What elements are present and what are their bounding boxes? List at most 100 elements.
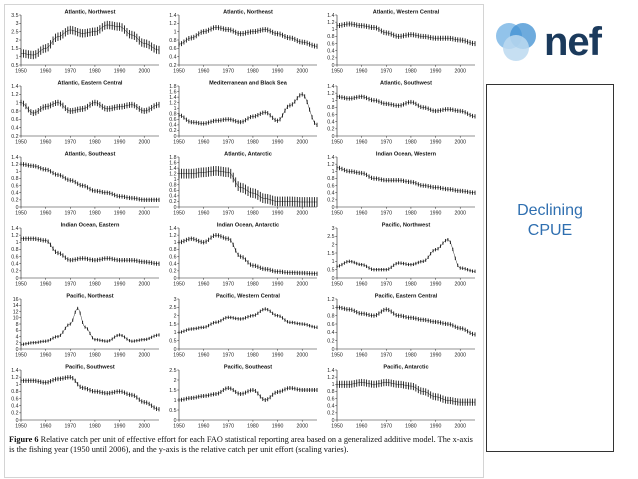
panel-mediterranean-and-black-sea: 0 0.2 0.4 0.6 0.8 1 1.2 1.4 1.6 1.8 1950 1960 1970 19… [165,78,319,147]
y-tick-label: 1.4 [11,226,18,232]
y-tick-label: 3 [174,297,177,303]
y-tick-label: 1.2 [169,233,176,239]
series-line [178,27,318,47]
x-tick-label: 1990 [430,140,442,146]
x-tick-label: 1980 [247,282,259,288]
series-line [337,382,475,403]
y-tick-label: 1.4 [11,155,18,161]
chart-pacific-antarctic: 00.20.4 0.60.811.21.4 1950 1960 1970 1980 1990… [327,365,476,430]
y-tick-label: 1.2 [169,100,176,106]
x-tick-label: 1950 [173,353,185,359]
y-tick-label: 0.6 [11,117,18,123]
x-tick-label: 1960 [356,424,368,430]
panel-title: Atlantic, Western Central [373,10,440,16]
x-tick-label: 1950 [173,424,185,430]
x-tick-label: 1970 [381,353,393,359]
y-tick-label: 12 [13,309,19,315]
y-tick-label: 0.8 [327,34,334,40]
x-tick-label: 1960 [40,69,52,75]
y-tick-label: 2 [332,242,335,248]
y-tick-label: 1.6 [169,160,176,166]
y-tick-label: 6 [16,328,19,334]
panel-atlantic-antarctic: 0 0.2 0.4 0.6 0.8 1 1.2 1.4 1.6 1.8 1950 1960 1970 19… [165,149,319,218]
side-text-line-2: CPUE [527,222,573,239]
x-tick-label: 1960 [356,140,368,146]
x-tick-label: 2000 [296,424,308,430]
y-tick-label: 0.4 [327,404,334,410]
panel-title: Pacific, Southeast [224,365,272,371]
y-tick-label: 1.2 [11,233,18,239]
x-tick-label: 2000 [454,211,466,217]
x-tick-label: 1990 [272,353,284,359]
x-tick-label: 1960 [40,282,52,288]
y-tick-label: 3 [332,226,335,232]
y-tick-label: 1 [174,330,177,336]
panel-atlantic-eastern-central: 0.2 0.4 0.6 0.8 1 1.2 1.4 1950 1960 1970 1980 1990 2… [7,78,161,147]
y-tick-label: 0.2 [169,128,176,134]
y-tick-label: 1.4 [169,226,176,232]
y-tick-label: 1.5 [11,46,18,52]
x-tick-label: 1960 [356,282,368,288]
series-line [336,239,476,272]
x-tick-label: 1980 [89,424,101,430]
y-tick-label: 2 [16,38,19,44]
x-tick-label: 1960 [40,140,52,146]
x-tick-label: 1970 [381,140,393,146]
y-tick-label: 1 [174,29,177,35]
x-tick-label: 2000 [138,140,150,146]
y-tick-label: 0.4 [11,262,18,268]
y-tick-label: 1 [16,169,19,175]
y-tick-label: 0.4 [169,262,176,268]
panel-atlantic-northeast: 0.2 0.4 0.6 0.8 1 1.2 1.4 1950 1960 1970 1980 1990 2… [165,7,319,76]
x-tick-label: 2000 [454,140,466,146]
y-tick-label: 1.2 [327,375,334,381]
series-line [20,308,160,345]
series-line [20,102,160,114]
x-tick-label: 2000 [296,140,308,146]
y-tick-label: 0.2 [327,338,334,344]
series-line [20,24,160,56]
chart-indian-ocean-western: 00.20.4 0.60.811.21.4 1950 1960 1970 1980 1990… [327,152,476,217]
x-tick-label: 1950 [331,211,343,217]
y-tick-label: 0 [16,418,19,424]
chart-atlantic-northwest: 0.5 1 1.5 2 2.5 3 3.5 1950 1960 1970 1980 1990 2000 A… [11,10,160,75]
caption-text: Relative catch per unit of effective eff… [9,435,473,455]
x-tick-label: 2000 [138,353,150,359]
panel-title: Pacific, Northwest [382,223,431,229]
x-tick-label: 2000 [454,69,466,75]
y-tick-label: 2 [174,378,177,384]
x-tick-label: 2000 [454,424,466,430]
y-tick-label: 1.4 [327,84,334,90]
panel-indian-ocean-eastern: 0 0.2 0.4 0.6 0.8 1 1.2 1.4 1950 1960 1970 1980 1990… [7,220,161,289]
y-tick-label: 1 [332,27,335,33]
panel-indian-ocean-antarctic: 0 0.2 0.4 0.6 0.8 1 1.2 1.4 1950 1960 1970 1980 1990… [165,220,319,289]
chart-atlantic-eastern-central: 0.2 0.4 0.6 0.8 1 1.2 1.4 1950 1960 1970 1980 1990 2… [11,81,160,146]
panel-pacific-northwest: 0 0.5 1 1.5 2 2.5 3 1950 1960 1970 1980 1990 2000 Pac… [323,220,477,289]
y-tick-label: 1 [174,240,177,246]
x-tick-label: 1980 [89,140,101,146]
y-tick-label: 0.2 [11,269,18,275]
panel-pacific-southeast: 0 0.5 1 1.5 2 2.5 1950 1960 1970 1980 1990 2000 Paci… [165,362,319,431]
series-line [178,94,318,126]
x-tick-label: 1980 [247,353,259,359]
panel-title: Pacific, Western Central [216,294,280,300]
panel-title: Indian Ocean, Antarctic [217,223,279,229]
chart-pacific-southwest: 00.20.4 0.60.811.21.4 1950 1960 1970 1980 1990… [11,365,160,430]
y-tick-label: 1.5 [169,388,176,394]
chart-pacific-western-central: 0 0.5 1 1.5 2 2.5 3 1950 1960 1970 1980 1990 2000 Pac… [169,294,318,359]
y-tick-label: 0.2 [327,56,334,62]
x-tick-label: 1980 [247,69,259,75]
panel-atlantic-western-central: 0 0.2 0.4 0.6 0.8 1 1.2 1.4 1950 1960 1970 1980 1990… [323,7,477,76]
y-tick-label: 1 [16,100,19,106]
x-tick-label: 1970 [223,69,235,75]
x-tick-label: 2000 [138,282,150,288]
y-tick-label: 1 [332,259,335,265]
series-line [20,163,159,201]
y-tick-label: 0.8 [169,112,176,118]
logo-text: nef [544,20,602,64]
y-tick-label: 3.5 [11,13,18,19]
y-tick-label: 0.6 [327,183,334,189]
x-tick-label: 1980 [89,282,101,288]
figure-6: 0.5 1 1.5 2 2.5 3 3.5 1950 1960 1970 1980 1990 2000 A… [4,4,484,478]
x-tick-label: 1990 [430,424,442,430]
